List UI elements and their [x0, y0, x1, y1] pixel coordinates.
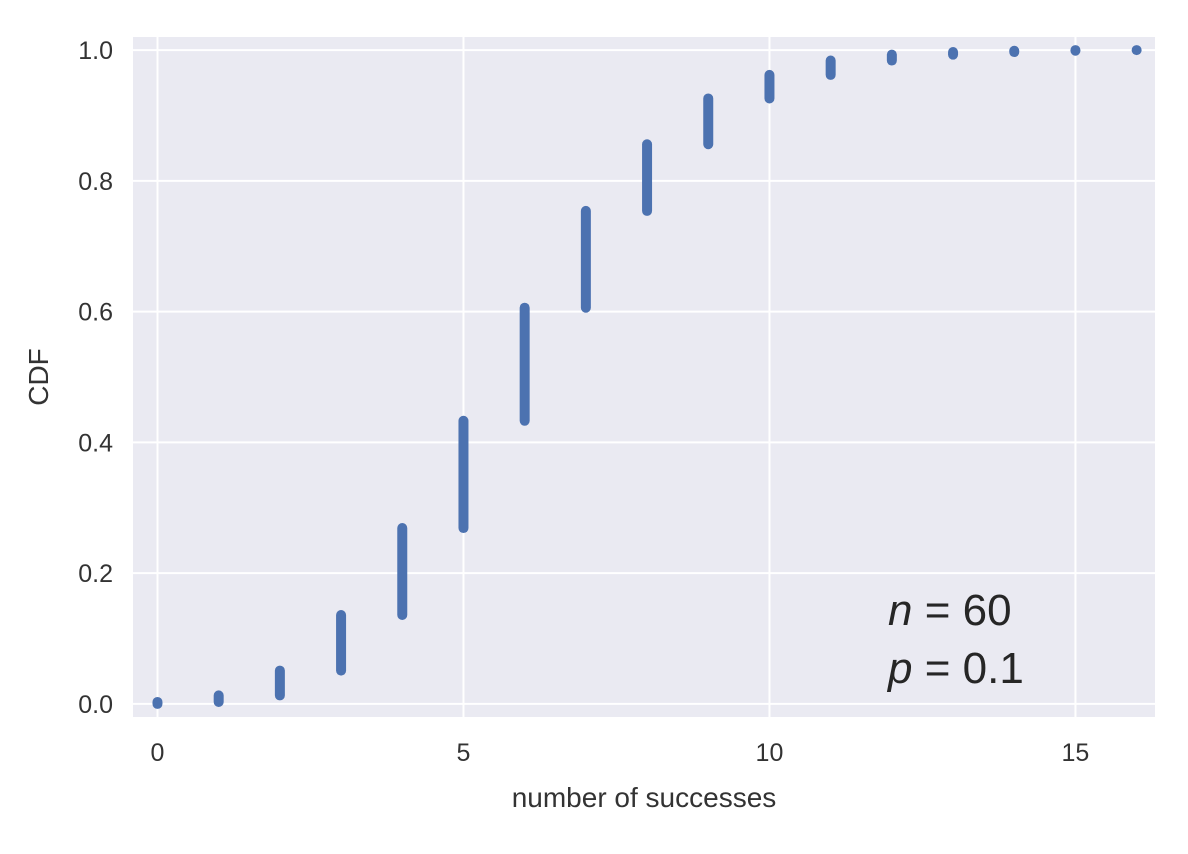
annotation-p-value: = 0.1 [912, 644, 1023, 693]
y-tick-label: 1.0 [78, 37, 113, 65]
y-tick-labels: 0.0 0.2 0.4 0.6 0.8 1.0 [78, 37, 113, 719]
y-tick-label: 0.8 [78, 168, 113, 196]
x-tick-label: 15 [1062, 739, 1090, 767]
y-tick-label: 0.6 [78, 299, 113, 327]
annotation-p-symbol: p [886, 644, 912, 693]
y-tick-label: 0.0 [78, 691, 113, 719]
x-tick-label: 10 [756, 739, 784, 767]
annotation-n-value: = 60 [912, 586, 1011, 635]
annotation-n-symbol: n [888, 586, 912, 635]
x-axis-label: number of successes [512, 782, 777, 813]
y-tick-label: 0.4 [78, 429, 113, 457]
x-tick-label: 5 [457, 739, 471, 767]
annotation-p: p = 0.1 [886, 644, 1024, 693]
data-points [152, 45, 1142, 709]
x-tick-label: 0 [151, 739, 165, 767]
annotation-n: n = 60 [888, 586, 1012, 635]
grid-lines [133, 37, 1155, 717]
x-tick-labels: 0 5 10 15 [151, 739, 1090, 767]
y-axis-label: CDF [23, 348, 54, 406]
y-tick-label: 0.2 [78, 560, 113, 588]
